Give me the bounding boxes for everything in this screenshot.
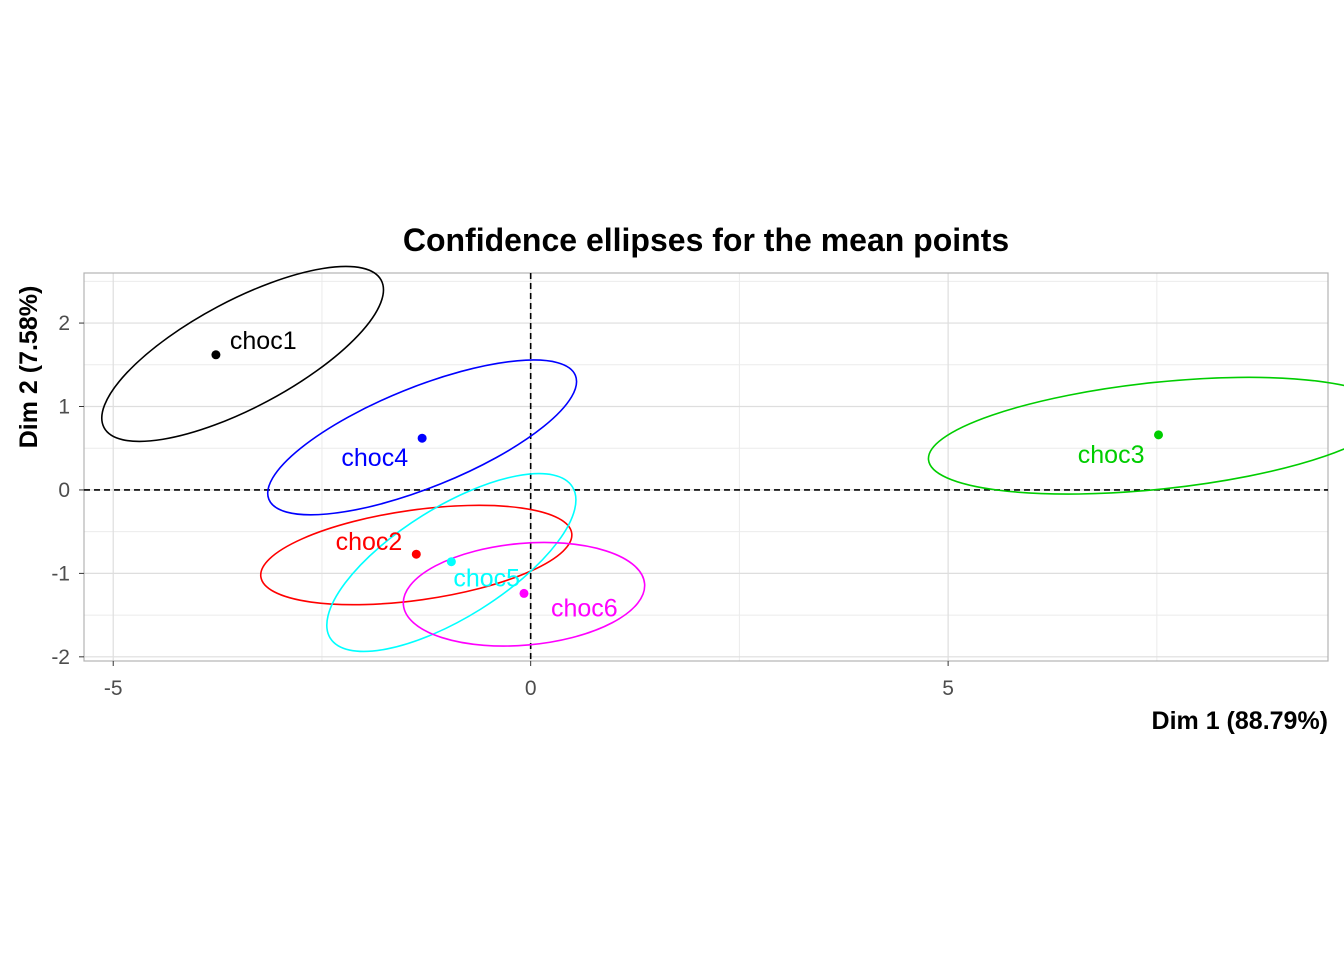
y-tick-label: 2 (58, 312, 70, 335)
plot-panel (83, 272, 1329, 662)
minor-grid (84, 273, 1328, 661)
chart-title: Confidence ellipses for the mean points (403, 222, 1009, 258)
confidence-ellipse-choc1 (100, 265, 385, 443)
mean-points (211, 350, 1164, 598)
mean-point-choc1 (211, 350, 221, 360)
point-label-choc6: choc6 (551, 594, 618, 622)
y-tick-label: -1 (51, 562, 70, 585)
mean-point-choc2 (411, 549, 421, 559)
x-tick-label: 5 (942, 677, 954, 700)
confidence-ellipse-choc2 (259, 504, 573, 606)
point-label-choc1: choc1 (230, 327, 297, 355)
point-labels: choc1 choc2 choc3 choc4 choc5 choc6 (230, 327, 1145, 623)
mean-point-choc3 (1154, 430, 1164, 440)
reference-lines (84, 273, 1328, 661)
point-label-choc3: choc3 (1078, 441, 1145, 469)
y-tick-label: -2 (51, 646, 70, 669)
x-tick-label: 0 (525, 677, 537, 700)
x-tick-label: -5 (104, 677, 123, 700)
point-label-choc5: choc5 (453, 565, 520, 593)
point-label-choc2: choc2 (336, 528, 403, 556)
mean-point-choc6 (519, 588, 529, 598)
mean-point-choc5 (446, 557, 456, 567)
x-axis-title: Dim 1 (88.79%) (1152, 707, 1328, 735)
y-axis-title: Dim 2 (7.58%) (15, 286, 43, 449)
confidence-ellipse-choc6 (402, 541, 646, 647)
y-tick-label: 1 (58, 396, 70, 419)
confidence-ellipse-choc3 (927, 376, 1344, 495)
confidence-ellipse-choc5 (326, 472, 577, 653)
y-tick-label: 0 (58, 479, 70, 502)
point-label-choc4: choc4 (341, 444, 408, 472)
confidence-ellipses (100, 265, 1344, 653)
mean-point-choc4 (417, 433, 427, 443)
confidence-ellipse-choc4 (266, 359, 578, 516)
y-axis-ticks: -2 -1 0 1 2 (51, 312, 84, 669)
x-axis-ticks: -5 0 5 (104, 661, 954, 700)
